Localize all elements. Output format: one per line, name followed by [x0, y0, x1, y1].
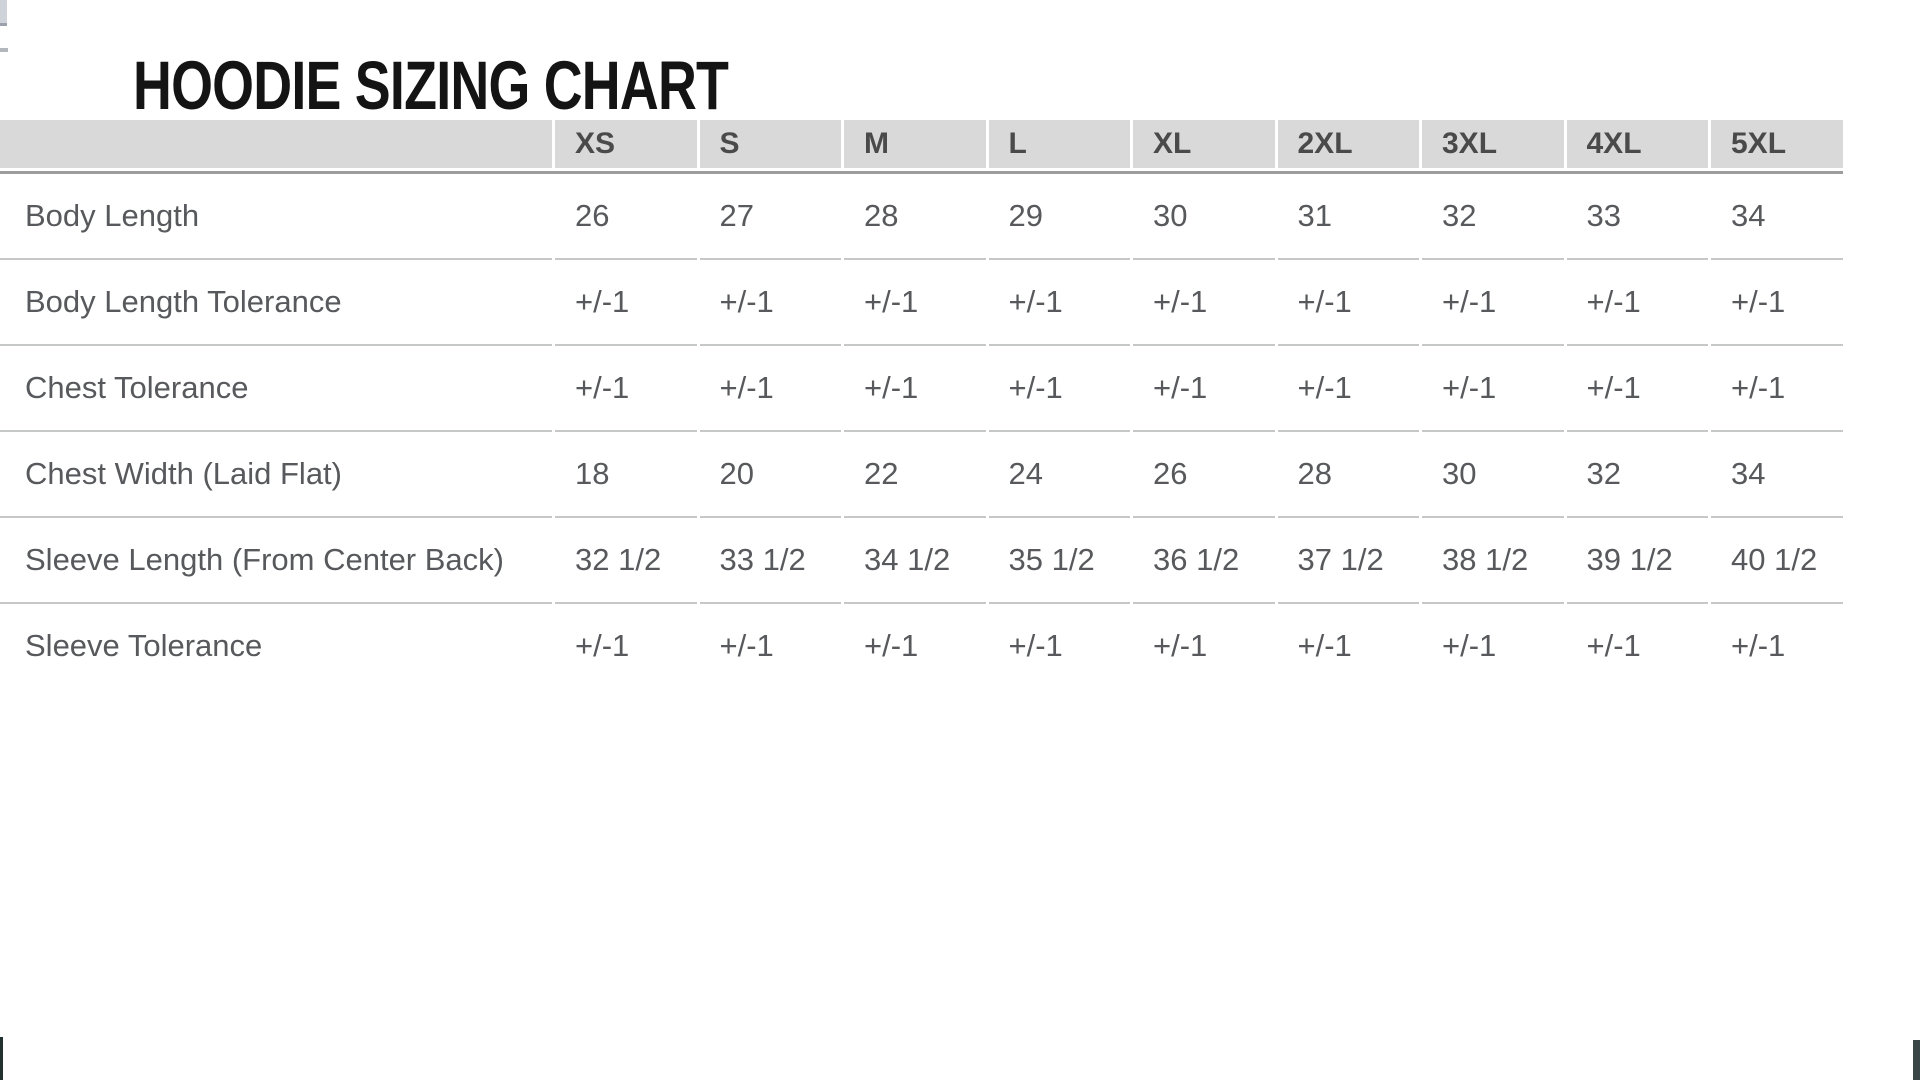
table-cell: +/-1	[864, 628, 919, 663]
table-row: Chest Tolerance +/-1 +/-1 +/-1 +/-1 +/-1 +/-1 +…	[0, 346, 1843, 432]
table-cell: 38 1/2	[1422, 518, 1564, 604]
table-cell: 26	[1133, 432, 1275, 518]
table-body: Body Length 26 27 28 29 30 31 32 33 34 Body Length…	[0, 174, 1843, 690]
table-cell: +/-1	[699, 260, 841, 346]
table-cell: 33	[1566, 174, 1708, 260]
table-cell: 40 1/2	[1711, 518, 1843, 604]
table-cell: +/-1	[1586, 628, 1641, 663]
table-cell: +/-1	[1711, 260, 1843, 346]
table-cell: 22	[844, 432, 986, 518]
table-cell: +/-1	[555, 346, 697, 432]
table-row: Body Length Tolerance +/-1 +/-1 +/-1 +/-1 +/-…	[0, 260, 1843, 346]
table-cell: 28	[844, 174, 986, 260]
table-cell: +/-1	[1277, 346, 1419, 432]
table-cell: 20	[699, 432, 841, 518]
column-header-m: M	[844, 120, 986, 168]
scrollbar-fragment-top	[0, 0, 7, 23]
row-label: Body Length Tolerance	[0, 260, 552, 346]
table-cell: +/-1	[1566, 260, 1708, 346]
table-cell: 34	[1711, 174, 1843, 260]
column-header-5xl: 5XL	[1711, 120, 1843, 168]
table-cell: +/-1	[555, 260, 697, 346]
table-cell: 33 1/2	[699, 518, 841, 604]
table-cell: 27	[699, 174, 841, 260]
scrollbar-fragment-dash	[0, 48, 8, 52]
row-label: Chest Tolerance	[0, 346, 552, 432]
table-cell: +/-1	[1297, 628, 1352, 663]
table-cell: +/-1	[988, 260, 1130, 346]
column-header-xs: XS	[555, 120, 697, 168]
table-row: Sleeve Length (From Center Back) 32 1/2 33…	[0, 518, 1843, 604]
scrollbar-fragment-edge	[0, 23, 7, 26]
table-cell: 30	[1133, 174, 1275, 260]
column-header-l: L	[988, 120, 1130, 168]
table-cell: +/-1	[575, 628, 630, 663]
table-row: Body Length 26 27 28 29 30 31 32 33 34	[0, 174, 1843, 260]
header-label-cell	[0, 120, 552, 168]
table-cell: +/-1	[1422, 260, 1564, 346]
table-cell: 29	[988, 174, 1130, 260]
table-cell: +/-1	[1731, 628, 1786, 663]
row-label: Sleeve Tolerance	[25, 628, 263, 663]
column-header-3xl: 3XL	[1422, 120, 1564, 168]
header-divider-line	[0, 171, 1843, 174]
column-header-xl: XL	[1133, 120, 1275, 168]
table-cell: 31	[1277, 174, 1419, 260]
table-cell: 37 1/2	[1277, 518, 1419, 604]
window-edge-bar-right	[1913, 1040, 1920, 1080]
table-cell: +/-1	[844, 260, 986, 346]
table-cell: +/-1	[719, 628, 774, 663]
table-row: Sleeve Tolerance +/-1 +/-1 +/-1 +/-1 +/-1 +/-1…	[0, 604, 1843, 690]
table-cell: +/-1	[1711, 346, 1843, 432]
table-cell: 32	[1422, 174, 1564, 260]
table-cell: +/-1	[1008, 628, 1063, 663]
table-cell: 36 1/2	[1133, 518, 1275, 604]
column-header-4xl: 4XL	[1566, 120, 1708, 168]
table-cell: 28	[1277, 432, 1419, 518]
table-cell: 30	[1422, 432, 1564, 518]
table-cell: +/-1	[1133, 260, 1275, 346]
table-cell: 35 1/2	[988, 518, 1130, 604]
table-cell: +/-1	[844, 346, 986, 432]
table-cell: 24	[988, 432, 1130, 518]
table-cell: +/-1	[1277, 260, 1419, 346]
window-edge-bar-left	[0, 1037, 3, 1080]
table-cell: 18	[555, 432, 697, 518]
table-cell: +/-1	[1442, 628, 1497, 663]
page-title: HOODIE SIZING CHART	[133, 47, 729, 124]
row-label: Chest Width (Laid Flat)	[0, 432, 552, 518]
table-cell: 39 1/2	[1566, 518, 1708, 604]
table-cell: +/-1	[699, 346, 841, 432]
table-cell: +/-1	[1566, 346, 1708, 432]
column-header-s: S	[699, 120, 841, 168]
table-cell: 34 1/2	[844, 518, 986, 604]
table-cell: 32	[1566, 432, 1708, 518]
table-cell: +/-1	[988, 346, 1130, 432]
table-cell: +/-1	[1153, 628, 1208, 663]
table-cell: 34	[1711, 432, 1843, 518]
row-label: Body Length	[0, 174, 552, 260]
header-row: XS S M L XL 2XL 3XL 4XL 5XL	[0, 120, 1843, 168]
hoodie-sizing-table: XS S M L XL 2XL 3XL 4XL 5XL Body Length 26 27 28 29 3…	[0, 120, 1843, 690]
table-cell: +/-1	[1133, 346, 1275, 432]
table-cell: 32 1/2	[555, 518, 697, 604]
table-row: Chest Width (Laid Flat) 18 20 22 24 26 28 30 32 3…	[0, 432, 1843, 518]
row-label: Sleeve Length (From Center Back)	[0, 518, 552, 604]
table-cell: +/-1	[1422, 346, 1564, 432]
table-cell: 26	[555, 174, 697, 260]
column-header-2xl: 2XL	[1277, 120, 1419, 168]
